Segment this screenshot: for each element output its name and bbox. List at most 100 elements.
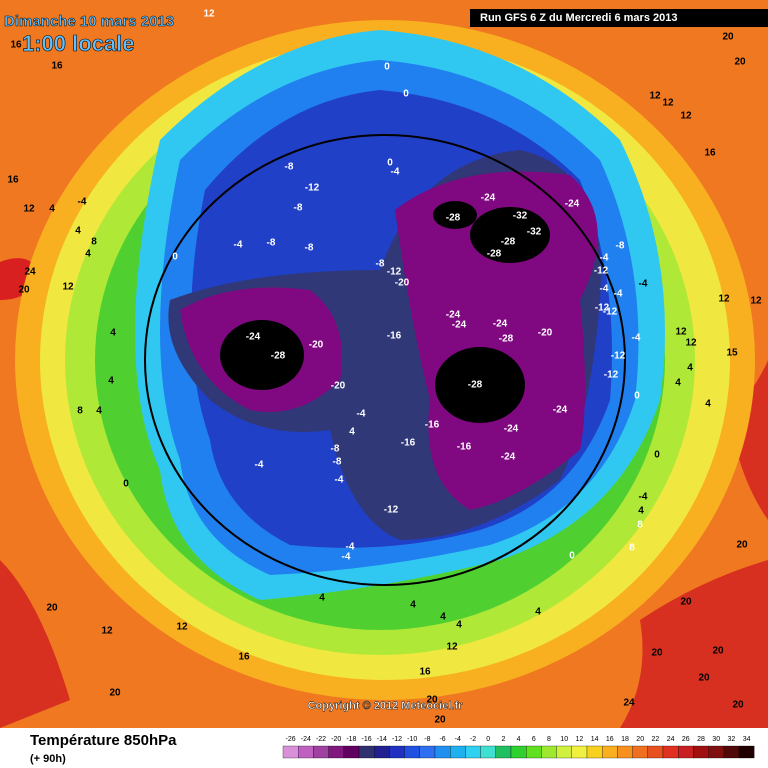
contour-label: -4 [78, 197, 87, 208]
legend-tick-label: -20 [331, 736, 341, 743]
contour-label: 8 [637, 520, 643, 531]
contour-label: 20 [18, 285, 30, 296]
legend-tick-label: -16 [362, 736, 372, 743]
contour-label: -12 [384, 505, 399, 516]
contour-label: 16 [10, 40, 22, 51]
isotherm-band [395, 171, 598, 510]
contour-label: 16 [704, 148, 716, 159]
contour-label: 4 [108, 376, 114, 387]
contour-label: 4 [110, 328, 116, 339]
legend-swatch [465, 745, 481, 759]
contour-label: -28 [487, 249, 502, 260]
legend-tick-label: -14 [377, 736, 387, 743]
contour-label: 0 [172, 252, 178, 263]
contour-label: 4 [319, 593, 325, 604]
contour-label: -12 [611, 351, 626, 362]
legend-swatch [738, 745, 755, 759]
contour-label: -24 [565, 199, 580, 210]
legend-tick-label: -22 [316, 736, 326, 743]
contour-label: -4 [600, 284, 609, 295]
contour-label: -4 [255, 460, 264, 471]
contour-label: -24 [504, 424, 519, 435]
legend-swatch [708, 745, 724, 759]
legend-swatch [495, 745, 512, 759]
legend-swatch [662, 745, 679, 759]
contour-label: -28 [446, 213, 461, 224]
contour-label: 20 [680, 597, 692, 608]
legend-swatch [328, 745, 344, 759]
contour-label: -20 [309, 340, 324, 351]
contour-label: 20 [734, 57, 746, 68]
temperature-map [0, 0, 768, 728]
legend-swatch [647, 745, 664, 759]
contour-label: 20 [732, 700, 744, 711]
legend-tick-label: -2 [470, 736, 476, 743]
contour-label: 12 [750, 296, 762, 307]
cold-core [435, 347, 525, 423]
contour-label: 16 [7, 175, 19, 186]
contour-label: 0 [384, 62, 390, 73]
legend-swatch [602, 745, 618, 759]
legend-swatch [434, 745, 451, 759]
contour-label: 4 [638, 506, 644, 517]
contour-label: 16 [51, 61, 63, 72]
contour-label: -28 [499, 334, 514, 345]
contour-label: -4 [632, 333, 641, 344]
contour-label: -24 [446, 310, 461, 321]
contour-label: 4 [349, 427, 355, 438]
field-title: Température 850hPa [30, 732, 177, 749]
contour-label: 4 [410, 600, 416, 611]
contour-label: -16 [387, 331, 402, 342]
contour-label: 12 [685, 338, 697, 349]
contour-label: 4 [49, 204, 55, 215]
cold-core [433, 201, 477, 229]
legend-tick-label: -10 [407, 736, 417, 743]
contour-label: 0 [123, 479, 129, 490]
contour-label: 15 [726, 348, 738, 359]
contour-label: -12 [603, 307, 618, 318]
contour-label: -24 [452, 320, 467, 331]
legend-swatch [541, 745, 557, 759]
contour-label: -24 [246, 332, 261, 343]
contour-label: 4 [96, 406, 102, 417]
contour-label: 16 [419, 667, 431, 678]
contour-label: -8 [331, 444, 340, 455]
legend-swatch [556, 745, 572, 759]
legend-tick-label: -4 [455, 736, 461, 743]
contour-label: -12 [305, 183, 320, 194]
contour-label: -16 [425, 420, 440, 431]
contour-label: 12 [649, 91, 661, 102]
legend-tick-label: -8 [424, 736, 430, 743]
contour-label: -4 [639, 492, 648, 503]
color-legend: -26 -24 -22 -20 -18 -16 -14 -12 -10 -8 -6 -4 -2 0 2 4 6 8… [282, 736, 755, 759]
contour-label: 4 [75, 226, 81, 237]
contour-label: -8 [376, 259, 385, 270]
contour-label: -20 [538, 328, 553, 339]
contour-label: -24 [481, 193, 496, 204]
contour-label: 4 [456, 620, 462, 631]
legend-tick-label: 14 [591, 736, 599, 743]
map-date: Dimanche 10 mars 2013 [4, 13, 174, 30]
contour-label: -4 [600, 253, 609, 264]
contour-label: -4 [357, 409, 366, 420]
legend-tick-label: 4 [517, 736, 521, 743]
contour-label: -32 [527, 227, 542, 238]
legend-tick-label: 0 [486, 736, 490, 743]
contour-label: 12 [680, 111, 692, 122]
contour-label: -4 [614, 289, 623, 300]
contour-label: 20 [109, 688, 121, 699]
warm-area [0, 560, 70, 728]
map-time: 1:00 locale [22, 31, 135, 56]
contour-label: -8 [294, 203, 303, 214]
contour-label: -28 [271, 351, 286, 362]
cold-core [220, 320, 304, 390]
legend-swatch [282, 745, 299, 759]
legend-swatch [632, 745, 648, 759]
legend-swatch [389, 745, 405, 759]
legend-swatch [510, 745, 527, 759]
contour-label: -20 [395, 278, 410, 289]
contour-label: 20 [712, 646, 724, 657]
legend-swatch [450, 745, 466, 759]
legend-swatch [313, 745, 329, 759]
contour-label: -8 [305, 243, 314, 254]
